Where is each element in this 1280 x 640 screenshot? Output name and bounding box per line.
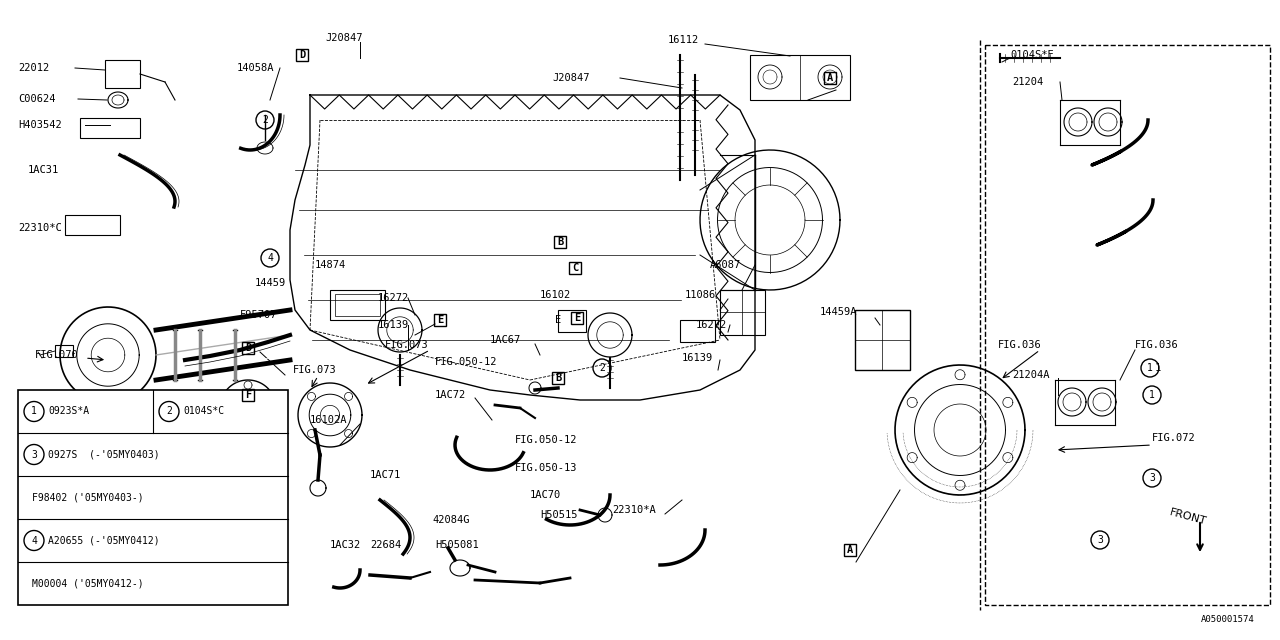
Bar bbox=[330, 290, 385, 320]
Text: 21204A: 21204A bbox=[1012, 370, 1050, 380]
Text: 14058A: 14058A bbox=[237, 63, 274, 73]
Text: 2: 2 bbox=[166, 406, 172, 417]
Bar bbox=[719, 290, 765, 335]
Bar bbox=[242, 342, 253, 354]
Bar bbox=[434, 314, 445, 326]
Text: 3: 3 bbox=[1097, 535, 1103, 545]
Text: 14874: 14874 bbox=[315, 260, 347, 270]
Text: 1AC32: 1AC32 bbox=[330, 540, 361, 550]
Text: FIG.073: FIG.073 bbox=[385, 340, 429, 350]
Text: 1: 1 bbox=[31, 406, 37, 417]
Text: 16112: 16112 bbox=[668, 35, 699, 45]
Text: 16102: 16102 bbox=[540, 290, 571, 300]
Text: 2: 2 bbox=[599, 363, 605, 373]
Text: 1: 1 bbox=[1149, 390, 1155, 400]
Bar bbox=[558, 310, 586, 332]
Bar bbox=[205, 390, 227, 408]
Text: 42084G: 42084G bbox=[433, 515, 470, 525]
Text: 16272: 16272 bbox=[696, 320, 727, 330]
Bar bbox=[18, 390, 288, 605]
Bar bbox=[79, 118, 140, 138]
Text: 1: 1 bbox=[1155, 363, 1161, 373]
Text: 14459: 14459 bbox=[255, 278, 287, 288]
Text: A20655 (-'05MY0412): A20655 (-'05MY0412) bbox=[49, 536, 160, 545]
Text: 16139: 16139 bbox=[378, 320, 410, 330]
Text: F95707: F95707 bbox=[241, 310, 278, 320]
Text: 3: 3 bbox=[31, 449, 37, 460]
Text: FIG.072: FIG.072 bbox=[1152, 433, 1196, 443]
Text: 1: 1 bbox=[1147, 363, 1153, 373]
Text: 21204: 21204 bbox=[1012, 77, 1043, 87]
Text: E: E bbox=[573, 313, 580, 323]
Text: D: D bbox=[244, 343, 251, 353]
Text: FIG.050-13: FIG.050-13 bbox=[515, 463, 577, 473]
Bar bbox=[296, 49, 308, 61]
Text: H505081: H505081 bbox=[435, 540, 479, 550]
Bar bbox=[552, 372, 564, 384]
Text: A: A bbox=[827, 73, 833, 83]
Bar bbox=[242, 389, 253, 401]
Bar bbox=[554, 236, 566, 248]
Text: F: F bbox=[244, 390, 251, 400]
Bar bbox=[335, 294, 380, 316]
Bar bbox=[855, 310, 910, 370]
Text: FIG.036: FIG.036 bbox=[1135, 340, 1179, 350]
Text: B: B bbox=[557, 237, 563, 247]
Text: C: C bbox=[572, 263, 579, 273]
Text: 0923S*A: 0923S*A bbox=[49, 406, 90, 417]
Text: E: E bbox=[556, 315, 561, 325]
Text: 11086: 11086 bbox=[685, 290, 717, 300]
Text: H50515: H50515 bbox=[540, 510, 577, 520]
Text: 4: 4 bbox=[31, 536, 37, 545]
Bar bbox=[55, 345, 73, 357]
Bar bbox=[844, 544, 856, 556]
Bar bbox=[570, 262, 581, 274]
Text: A050001574: A050001574 bbox=[1201, 616, 1254, 625]
Text: 16272: 16272 bbox=[378, 293, 410, 303]
Text: A: A bbox=[847, 545, 854, 555]
Text: 1AC67: 1AC67 bbox=[490, 335, 521, 345]
Text: 1AC72: 1AC72 bbox=[435, 390, 466, 400]
Text: 1AC70: 1AC70 bbox=[530, 490, 561, 500]
Text: F98402 ('05MY0403-): F98402 ('05MY0403-) bbox=[32, 493, 143, 502]
Text: 0927S  (-'05MY0403): 0927S (-'05MY0403) bbox=[49, 449, 160, 460]
Text: J20847: J20847 bbox=[552, 73, 590, 83]
Text: 16139: 16139 bbox=[682, 353, 713, 363]
Text: 22012: 22012 bbox=[18, 63, 49, 73]
Text: M00004 ('05MY0412-): M00004 ('05MY0412-) bbox=[32, 579, 143, 589]
Text: 16102A: 16102A bbox=[310, 415, 347, 425]
Text: 22310*A: 22310*A bbox=[612, 505, 655, 515]
Text: J20847: J20847 bbox=[325, 33, 362, 43]
Bar bbox=[571, 312, 582, 324]
Text: B: B bbox=[554, 373, 561, 383]
Bar bbox=[680, 320, 716, 342]
Text: FIG.070: FIG.070 bbox=[35, 350, 79, 360]
Text: 0104S*E: 0104S*E bbox=[1010, 50, 1053, 60]
Text: FRONT: FRONT bbox=[1169, 507, 1208, 527]
Text: H403542: H403542 bbox=[18, 120, 61, 130]
Text: D: D bbox=[298, 50, 305, 60]
Bar bbox=[105, 60, 140, 88]
Text: C00624: C00624 bbox=[18, 94, 55, 104]
Text: E: E bbox=[436, 315, 443, 325]
Text: FIG.073: FIG.073 bbox=[293, 365, 337, 375]
Text: 22310*C: 22310*C bbox=[18, 223, 61, 233]
Text: 3: 3 bbox=[1149, 473, 1155, 483]
Text: 4: 4 bbox=[268, 253, 273, 263]
Text: 1AC31: 1AC31 bbox=[28, 165, 59, 175]
Text: 14459A: 14459A bbox=[820, 307, 858, 317]
Bar bbox=[65, 215, 120, 235]
Text: 2: 2 bbox=[262, 115, 268, 125]
Text: A6087: A6087 bbox=[710, 260, 741, 270]
Text: 1AC71: 1AC71 bbox=[370, 470, 401, 480]
Text: 0104S*C: 0104S*C bbox=[183, 406, 224, 417]
Text: 22684: 22684 bbox=[370, 540, 401, 550]
Bar bbox=[824, 72, 836, 84]
Text: FIG.050-12: FIG.050-12 bbox=[435, 357, 498, 367]
Bar bbox=[750, 55, 850, 100]
Text: FIG.036: FIG.036 bbox=[998, 340, 1042, 350]
Text: FIG.050-12: FIG.050-12 bbox=[515, 435, 577, 445]
